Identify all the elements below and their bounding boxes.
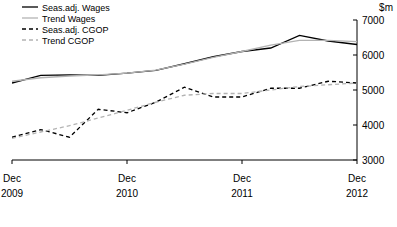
series-line — [12, 81, 357, 137]
y-tick — [353, 125, 357, 126]
legend-swatch — [22, 17, 38, 18]
legend-swatch — [22, 39, 38, 40]
series-line — [12, 83, 357, 138]
y-tick — [353, 55, 357, 56]
y-tick-label: 6000 — [362, 50, 385, 61]
x-tick — [12, 160, 13, 164]
y-axis-label: $m — [379, 2, 393, 13]
y-tick-label: 4000 — [362, 120, 385, 131]
x-axis — [12, 160, 357, 161]
legend-label: Trend CGOP — [42, 36, 94, 46]
x-tick-label: Dec2011 — [231, 173, 253, 199]
y-tick — [353, 90, 357, 91]
y-tick — [353, 160, 357, 161]
x-tick-label: Dec2010 — [116, 173, 139, 199]
legend: Seas.adj. WagesTrend WagesSeas.adj. CGOP… — [22, 3, 110, 46]
legend-swatch — [22, 6, 38, 7]
legend-label: Seas.adj. CGOP — [42, 25, 109, 35]
y-tick — [353, 20, 357, 21]
x-tick — [127, 160, 128, 164]
x-tick-label: Dec2012 — [346, 173, 369, 199]
legend-label: Seas.adj. Wages — [42, 3, 110, 13]
x-tick-label: Dec2009 — [1, 173, 24, 199]
x-tick — [242, 160, 243, 164]
legend-label: Trend Wages — [42, 14, 96, 24]
series-line — [12, 40, 357, 81]
y-tick-label: 7000 — [362, 15, 385, 26]
x-tick — [357, 160, 358, 164]
series-line — [12, 35, 357, 83]
chart: 3000 4000 5000 6000 7000 $m Dec2009 Dec2010 Dec2… — [0, 0, 397, 227]
y-tick-label: 5000 — [362, 85, 385, 96]
legend-swatch — [22, 28, 38, 29]
y-tick-label: 3000 — [362, 155, 385, 166]
plot-lines — [12, 35, 357, 138]
